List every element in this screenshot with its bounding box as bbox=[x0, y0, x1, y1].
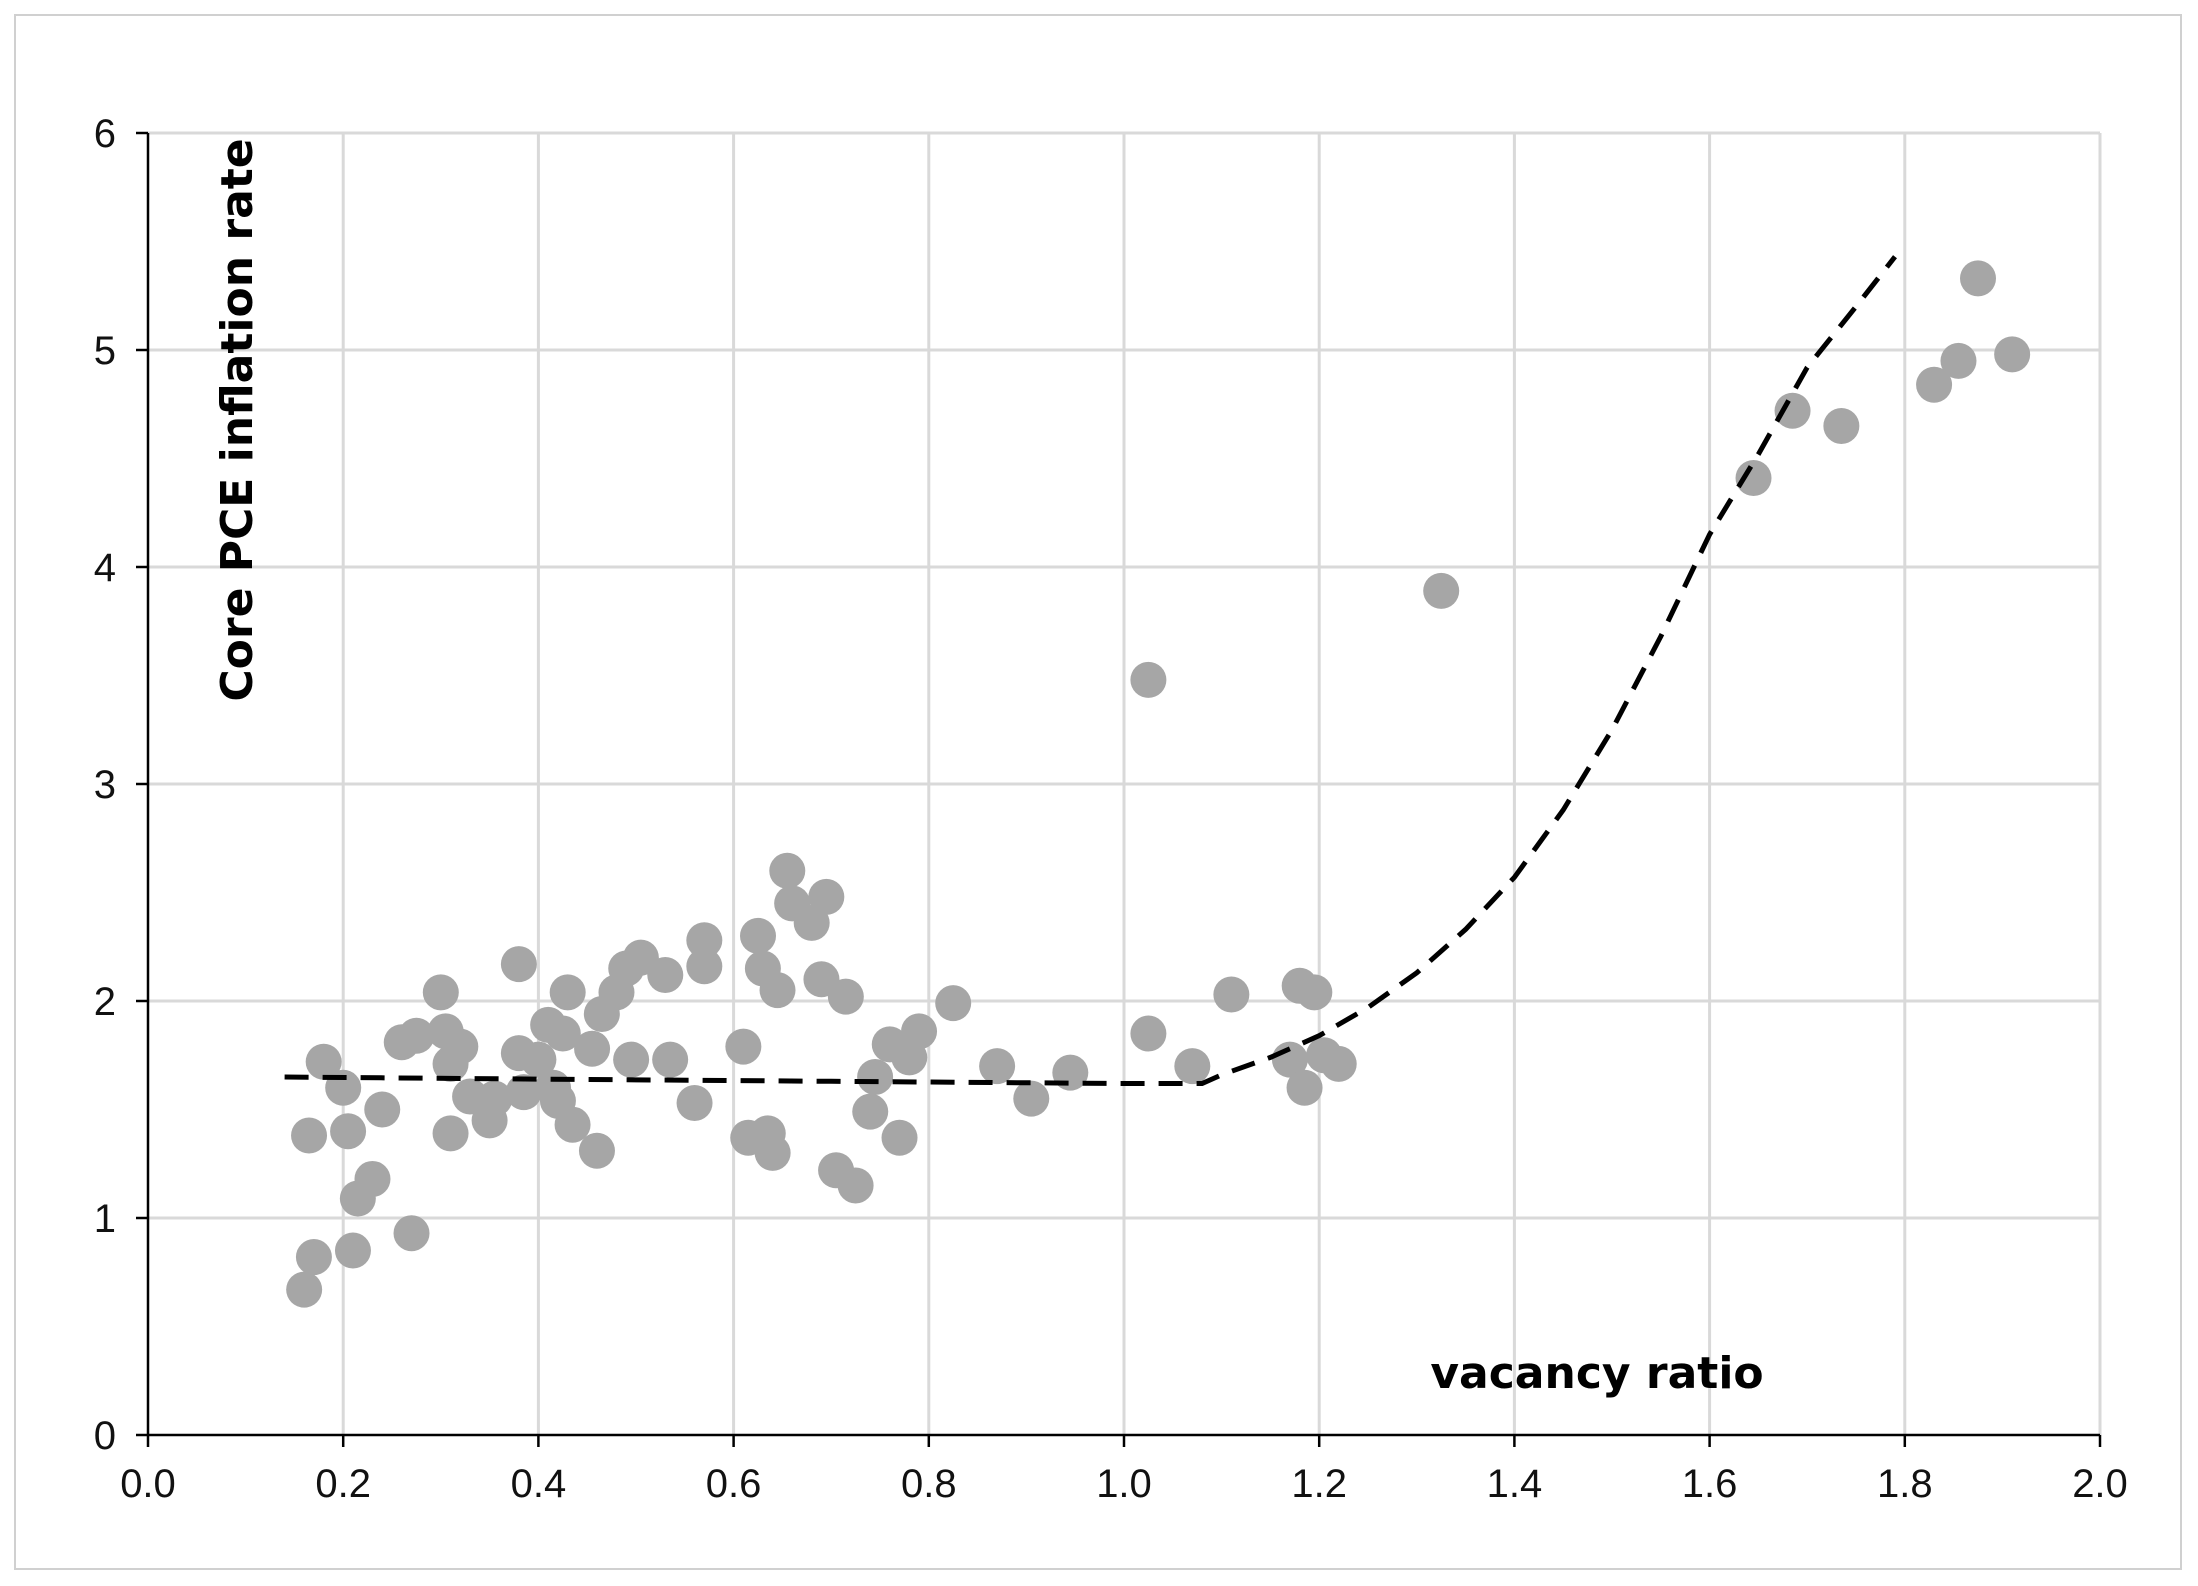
fit-line bbox=[284, 255, 1897, 1086]
data-point bbox=[330, 1113, 367, 1150]
data-point bbox=[1130, 661, 1167, 698]
data-point bbox=[1213, 976, 1250, 1013]
data-point bbox=[364, 1091, 401, 1128]
data-point bbox=[286, 1271, 323, 1308]
data-point bbox=[1130, 1015, 1167, 1052]
x-tick-label: 0.6 bbox=[706, 1462, 762, 1506]
data-point bbox=[432, 1115, 469, 1152]
x-tick-label: 0.0 bbox=[120, 1462, 176, 1506]
y-tick-label: 6 bbox=[94, 112, 116, 156]
y-axis-title: Core PCE inflation rate bbox=[212, 138, 263, 701]
data-point bbox=[808, 878, 845, 915]
fit-line-path bbox=[284, 255, 1897, 1086]
x-tick-label: 1.6 bbox=[1682, 1462, 1738, 1506]
data-point bbox=[295, 1239, 332, 1276]
data-point bbox=[1735, 460, 1772, 497]
y-tick-label: 4 bbox=[94, 546, 116, 590]
data-point bbox=[442, 1028, 479, 1065]
data-point bbox=[857, 1058, 894, 1095]
data-point bbox=[827, 978, 864, 1015]
data-point bbox=[1286, 1069, 1323, 1106]
data-point bbox=[398, 1017, 435, 1054]
chart-frame bbox=[14, 14, 2182, 1570]
data-point bbox=[754, 1134, 791, 1171]
x-tick-labels: 0.0 0.2 0.4 0.6 0.8 1.0 1.2 1.4 1.6 1.8 2.0 bbox=[120, 1462, 2128, 1506]
data-point bbox=[393, 1215, 430, 1252]
x-tick-label: 2.0 bbox=[2072, 1462, 2128, 1506]
y-tick-label: 5 bbox=[94, 329, 116, 373]
data-point bbox=[1774, 392, 1811, 429]
data-point bbox=[740, 917, 776, 954]
grid-lines bbox=[148, 131, 2102, 1435]
y-tick-label: 3 bbox=[94, 763, 116, 807]
data-point bbox=[574, 1030, 611, 1067]
data-point bbox=[549, 974, 586, 1011]
x-tick-label: 1.8 bbox=[1877, 1462, 1933, 1506]
data-point bbox=[837, 1167, 874, 1204]
x-tick-label: 1.4 bbox=[1487, 1462, 1543, 1506]
y-tick-labels: 0 1 2 3 4 5 6 bbox=[94, 112, 116, 1458]
data-point bbox=[291, 1117, 328, 1154]
data-point bbox=[1823, 407, 1860, 444]
data-point bbox=[1013, 1080, 1050, 1117]
axes bbox=[136, 131, 2102, 1447]
data-point bbox=[505, 1074, 542, 1111]
x-tick-label: 0.4 bbox=[511, 1462, 567, 1506]
data-point bbox=[1994, 336, 2031, 373]
y-tick-label: 0 bbox=[94, 1414, 116, 1458]
data-point bbox=[769, 852, 806, 889]
data-point bbox=[613, 1041, 650, 1078]
data-point bbox=[334, 1232, 371, 1269]
data-point bbox=[686, 922, 723, 959]
scatter-points bbox=[286, 260, 2031, 1308]
data-point bbox=[901, 1013, 938, 1050]
x-tick-label: 1.2 bbox=[1291, 1462, 1347, 1506]
x-axis-title: vacancy ratio bbox=[1430, 1348, 1763, 1399]
data-point bbox=[1960, 260, 1996, 297]
data-point bbox=[759, 972, 796, 1009]
data-point bbox=[725, 1028, 762, 1065]
data-point bbox=[1174, 1048, 1211, 1085]
y-tick-label: 2 bbox=[94, 980, 116, 1024]
data-point bbox=[305, 1043, 342, 1080]
data-point bbox=[979, 1048, 1016, 1085]
data-point bbox=[686, 948, 723, 985]
x-tick-label: 0.8 bbox=[901, 1462, 957, 1506]
y-tick-label: 1 bbox=[94, 1197, 116, 1241]
data-point bbox=[1940, 342, 1977, 379]
data-point bbox=[520, 1041, 557, 1078]
data-point bbox=[500, 946, 537, 983]
data-point bbox=[422, 974, 459, 1011]
data-point bbox=[1296, 974, 1333, 1011]
x-tick-label: 0.2 bbox=[315, 1462, 371, 1506]
data-point bbox=[881, 1119, 918, 1156]
data-point bbox=[935, 985, 972, 1022]
data-point bbox=[578, 1132, 615, 1169]
data-point bbox=[544, 1015, 581, 1052]
data-point bbox=[1423, 572, 1460, 609]
data-point bbox=[554, 1106, 591, 1143]
data-point bbox=[476, 1080, 513, 1117]
x-tick-label: 1.0 bbox=[1096, 1462, 1152, 1506]
data-point bbox=[652, 1041, 689, 1078]
data-point bbox=[647, 956, 684, 993]
data-point bbox=[1320, 1045, 1357, 1082]
data-point bbox=[852, 1093, 889, 1130]
data-point bbox=[1916, 366, 1953, 403]
data-point bbox=[354, 1160, 391, 1197]
data-point bbox=[676, 1084, 713, 1121]
